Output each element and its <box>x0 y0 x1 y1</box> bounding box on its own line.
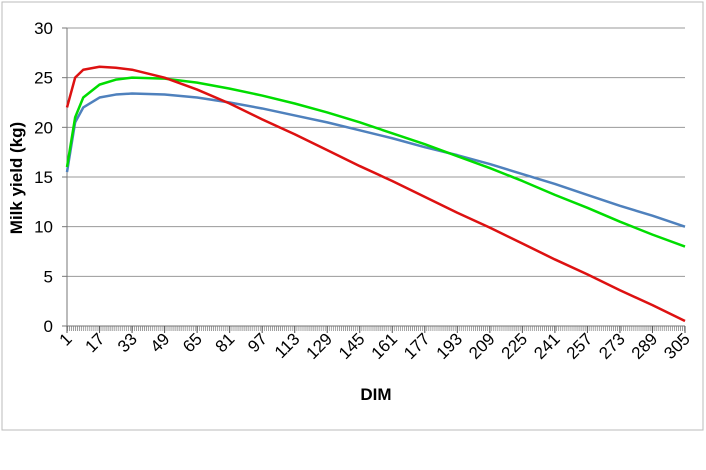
y-tick-label: 30 <box>34 19 53 38</box>
chart-frame <box>1 1 704 431</box>
y-tick-label: 0 <box>44 317 53 336</box>
minor-ticks <box>67 326 685 331</box>
y-tick-label: 15 <box>34 168 53 187</box>
series-line <box>65 92 686 228</box>
y-axis-label: Milk yield (kg) <box>7 122 26 234</box>
x-axis-label: DIM <box>360 385 391 404</box>
series-line <box>65 76 686 248</box>
series-line <box>65 65 686 323</box>
y-tick-label: 10 <box>34 218 53 237</box>
y-tick-label: 5 <box>44 267 53 286</box>
y-tick-label: 25 <box>34 69 53 88</box>
y-tick-label: 20 <box>34 118 53 137</box>
